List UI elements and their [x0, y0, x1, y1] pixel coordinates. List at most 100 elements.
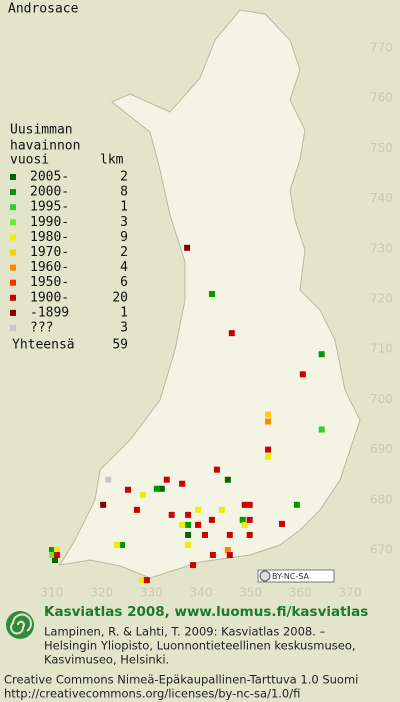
observation — [179, 480, 186, 487]
observation — [179, 521, 186, 528]
legend-label: 1990- — [30, 215, 69, 230]
observation — [53, 552, 60, 559]
observation — [239, 516, 246, 523]
observation — [213, 466, 220, 473]
legend-label: -1899 — [30, 305, 69, 320]
observation — [241, 521, 248, 528]
license-url: http://creativecommons.org/licenses/by-n… — [4, 687, 300, 701]
observation — [209, 552, 216, 559]
observation — [293, 501, 300, 508]
y-tick-label: 690 — [370, 442, 393, 456]
legend-count: 20 — [112, 290, 128, 305]
footer-title: Kasviatlas 2008, www.luomus.fi/kasviatla… — [44, 604, 368, 620]
observation — [208, 516, 215, 523]
legend-total: 59 — [112, 338, 128, 353]
legend-count: 6 — [120, 275, 128, 290]
observation — [265, 411, 272, 418]
observation — [105, 476, 112, 483]
observation — [49, 552, 55, 559]
observation — [138, 577, 145, 584]
legend-label: 1960- — [30, 260, 69, 275]
x-tick-label: 370 — [339, 586, 362, 600]
observation — [158, 485, 165, 492]
title: Androsace — [8, 2, 79, 17]
legend-label: 2000- — [30, 185, 69, 200]
observation — [265, 418, 272, 425]
y-tick-label: 720 — [370, 292, 393, 306]
legend-swatch — [10, 189, 16, 196]
y-tick-label: 770 — [370, 41, 393, 55]
observation — [278, 520, 285, 527]
legend-swatch — [10, 234, 16, 241]
observation — [208, 290, 215, 297]
legend-count: 8 — [120, 185, 128, 200]
legend-count: 2 — [120, 245, 128, 260]
legend-count-heading: lkm — [100, 153, 124, 168]
legend-count: 2 — [120, 170, 128, 185]
observation — [228, 330, 235, 337]
license-text: Creative Commons Nimeä-Epäkaupallinen-Ta… — [4, 673, 358, 687]
observation — [218, 506, 225, 513]
observation — [190, 562, 197, 569]
observation — [49, 547, 55, 553]
legend-count: 3 — [120, 321, 128, 336]
y-tick-label: 700 — [370, 392, 393, 406]
legend-swatch — [10, 294, 16, 301]
legend-count: 1 — [120, 200, 128, 215]
observation — [241, 501, 248, 508]
x-tick-label: 340 — [190, 586, 213, 600]
x-tick-label: 360 — [289, 586, 312, 600]
legend-count: 9 — [120, 230, 128, 245]
y-tick-label: 760 — [370, 91, 393, 105]
citation: Lampinen, R. & Lahti, T. 2009: Kasviatla… — [44, 625, 326, 639]
observation — [53, 547, 60, 553]
observation — [185, 521, 192, 528]
observation — [246, 531, 253, 538]
legend-label: 1980- — [30, 230, 69, 245]
observation — [318, 351, 325, 358]
x-tick-label: 310 — [41, 586, 64, 600]
legend-swatch — [10, 174, 16, 180]
observation — [184, 244, 191, 251]
observation — [299, 371, 306, 378]
y-tick-label: 710 — [370, 342, 393, 356]
y-tick-label: 740 — [370, 191, 393, 205]
legend-swatch — [10, 264, 16, 271]
observation — [246, 501, 253, 508]
legend-swatch — [10, 325, 16, 331]
license-badge-text: BY-NC-SA — [272, 572, 310, 581]
legend-swatch — [10, 249, 16, 256]
observation — [124, 486, 131, 493]
legend-swatch — [10, 309, 16, 316]
observation — [139, 491, 146, 498]
legend-label: 2005- — [30, 170, 69, 185]
legend-swatch — [10, 279, 16, 286]
y-tick-label: 750 — [370, 141, 393, 155]
x-tick-label: 350 — [239, 586, 262, 600]
citation: Kasvimuseo, Helsinki. — [44, 653, 169, 667]
observation — [143, 577, 150, 584]
legend-swatch — [10, 219, 16, 226]
legend-label: 1950- — [30, 275, 69, 290]
observation — [185, 541, 192, 548]
observation — [226, 552, 233, 559]
observation — [201, 531, 208, 538]
legend-label: 1900- — [30, 290, 69, 305]
legend-heading: Uusimman — [10, 123, 73, 138]
y-tick-label: 680 — [370, 492, 393, 506]
observation — [226, 531, 233, 538]
observation — [114, 541, 121, 548]
legend-label: 1970- — [30, 245, 69, 260]
observation — [224, 547, 231, 553]
legend-count: 1 — [120, 305, 128, 320]
observation — [265, 446, 272, 453]
legend-heading: vuosi — [10, 153, 49, 168]
legend-count: 4 — [120, 260, 128, 275]
legend-heading: havainnon — [10, 139, 80, 154]
observation — [153, 485, 160, 492]
x-tick-label: 330 — [140, 586, 163, 600]
observation — [265, 453, 272, 460]
observation — [133, 506, 140, 513]
legend-label: ??? — [30, 321, 53, 336]
